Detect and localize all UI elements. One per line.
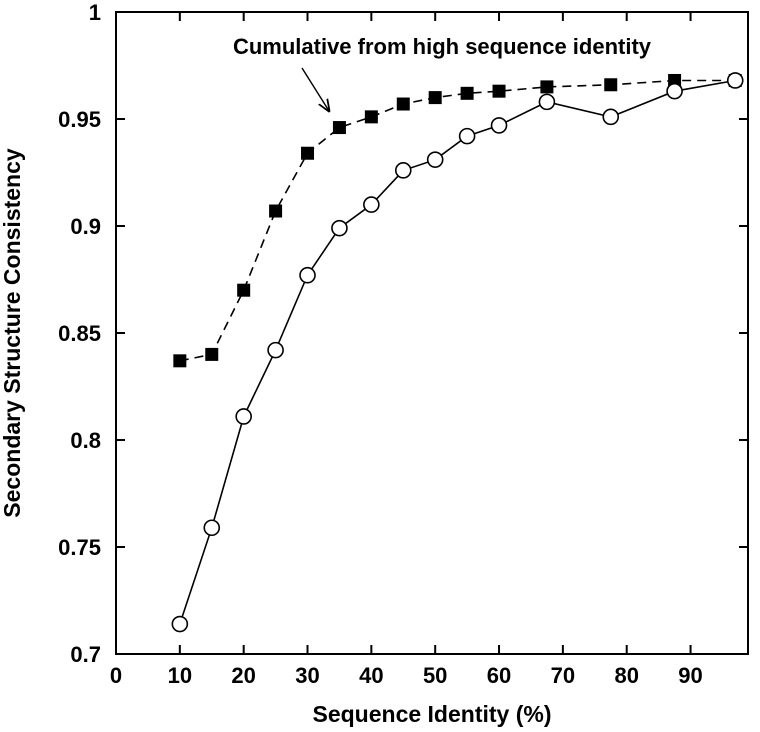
data-point-square: [460, 86, 474, 100]
data-point-square: [173, 354, 187, 368]
data-point-square: [332, 121, 346, 135]
data-point-circle: [363, 196, 380, 213]
data-point-circle: [602, 108, 620, 126]
y-axis: 0.7 0.75 0.8 0.85 0.9 0.95 1: [58, 0, 748, 667]
x-tick-label: 90: [678, 663, 702, 688]
data-point-circle: [538, 93, 556, 111]
y-tick-label: 0.8: [70, 428, 101, 453]
data-point-square: [205, 347, 219, 361]
series-line: [179, 79, 736, 625]
x-axis: 0 10 20 30 40 50 60 70 80 90: [110, 12, 703, 688]
series-line: [179, 79, 736, 362]
y-tick-label: 0.95: [58, 107, 101, 132]
data-point-circle: [490, 117, 508, 134]
data-point-circle: [726, 72, 744, 89]
annotation-arrow: [301, 67, 329, 111]
x-tick-label: 0: [110, 663, 122, 688]
data-point-circle: [235, 408, 252, 425]
data-point-square: [428, 91, 442, 105]
data-point-square: [492, 84, 506, 98]
data-point-circle: [666, 82, 683, 100]
y-tick-label: 0.9: [70, 214, 101, 239]
y-axis-label: Secondary Structure Consistency: [0, 148, 25, 518]
x-tick-label: 10: [168, 663, 192, 688]
data-point-circle: [203, 519, 221, 537]
series-2: [171, 72, 744, 633]
data-point-circle: [394, 162, 412, 179]
series-layer: [171, 72, 744, 633]
annotation-layer: Cumulative from high sequence identity: [233, 34, 652, 111]
annotation-text: Cumulative from high sequence identity: [233, 34, 652, 59]
data-point-square: [604, 78, 618, 92]
data-point-circle: [267, 341, 284, 359]
x-axis-label: Sequence Identity (%): [313, 701, 552, 727]
plot-frame: [115, 11, 749, 655]
data-point-circle: [458, 127, 476, 145]
data-point-square: [269, 204, 283, 218]
x-tick-label: 60: [487, 663, 511, 688]
data-point-circle: [171, 615, 189, 633]
x-tick-label: 80: [614, 663, 638, 688]
y-tick-label: 0.7: [70, 642, 101, 667]
data-point-square: [396, 97, 410, 111]
x-tick-label: 30: [295, 663, 319, 688]
data-point-square: [540, 80, 554, 94]
x-tick-label: 40: [359, 663, 383, 688]
data-point-circle: [426, 151, 444, 168]
data-point-square: [301, 146, 315, 160]
data-point-circle: [299, 266, 316, 284]
data-point-circle: [331, 219, 348, 237]
y-tick-label: 0.75: [58, 535, 101, 560]
data-point-square: [237, 283, 251, 297]
x-tick-label: 70: [551, 663, 575, 688]
x-tick-label: 50: [423, 663, 447, 688]
y-tick-label: 1: [89, 0, 101, 25]
x-tick-label: 20: [231, 663, 255, 688]
series-1: [173, 73, 742, 368]
y-tick-label: 0.85: [58, 321, 101, 346]
data-point-square: [364, 110, 378, 124]
